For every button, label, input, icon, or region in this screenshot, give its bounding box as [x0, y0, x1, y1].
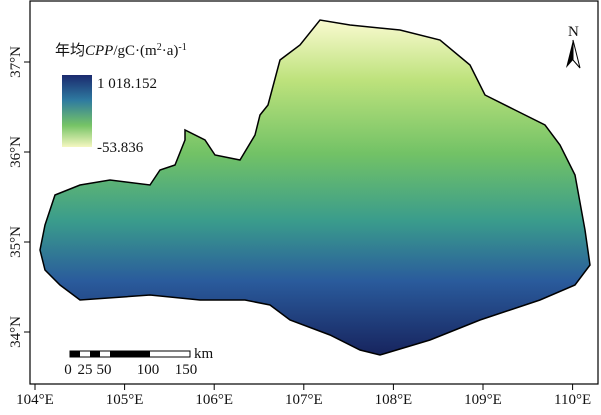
scale-label: 25 [78, 362, 93, 378]
legend-ramp [62, 75, 92, 147]
legend-title-part: CPP [85, 43, 113, 59]
legend-title-part: -1 [178, 42, 186, 53]
x-tick-label: 107°E [285, 392, 323, 408]
legend-title-part: ·a) [162, 43, 179, 59]
scale-label: 150 [175, 362, 198, 378]
scale-unit: km [194, 346, 214, 362]
y-tick-label: 34°N [8, 316, 24, 348]
legend-title-part: 年均 [55, 42, 85, 59]
legend-title: 年均CPP/gC·(m2·a)-1 [55, 42, 187, 59]
legend-title-part: /gC·(m [113, 43, 157, 59]
scale-label: 0 [64, 362, 72, 378]
north-arrow [572, 39, 581, 69]
x-tick-label: 105°E [106, 392, 144, 408]
x-tick-label: 106°E [195, 392, 233, 408]
region [39, 19, 591, 356]
scale-label: 50 [97, 362, 112, 378]
x-tick-label: 108°E [375, 392, 413, 408]
scale-label: 100 [137, 362, 160, 378]
legend-max: 1 018.152 [97, 76, 157, 92]
y-tick-label: 37°N [8, 46, 24, 78]
north-arrow [566, 40, 573, 68]
legend-min: -53.836 [97, 140, 144, 156]
y-tick-label: 36°N [8, 136, 24, 168]
north-label: N [568, 24, 579, 40]
x-tick-label: 109°E [464, 392, 502, 408]
x-tick-label: 104°E [16, 392, 54, 408]
scale-bar [69, 350, 191, 358]
x-tick-label: 110°E [554, 392, 591, 408]
legend-title-part: 2 [157, 42, 162, 53]
y-tick-label: 35°N [8, 226, 24, 258]
